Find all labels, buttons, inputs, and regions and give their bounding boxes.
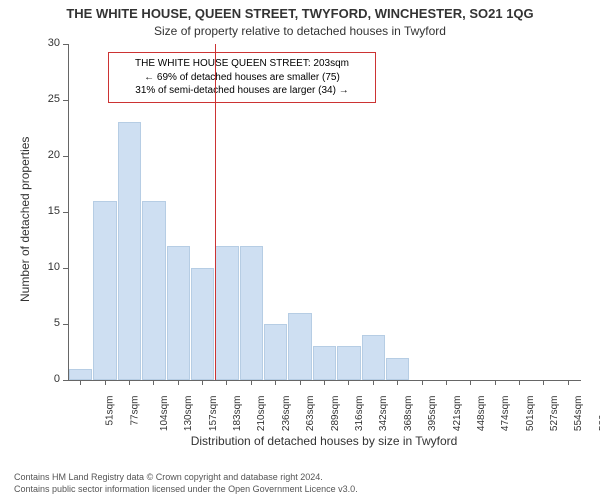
x-tick-label: 77sqm xyxy=(129,396,140,426)
footer-line-2: Contains public sector information licen… xyxy=(14,484,358,496)
histogram-bar xyxy=(337,346,360,380)
x-tick-label: 316sqm xyxy=(354,396,365,432)
y-tick-mark xyxy=(63,380,68,381)
x-tick-mark xyxy=(226,380,227,385)
x-tick-label: 368sqm xyxy=(403,396,414,432)
chart-container: { "title_main": "THE WHITE HOUSE, QUEEN … xyxy=(0,0,600,500)
x-tick-mark xyxy=(202,380,203,385)
x-tick-mark xyxy=(348,380,349,385)
histogram-bar xyxy=(142,201,165,380)
x-tick-mark xyxy=(422,380,423,385)
histogram-bar xyxy=(264,324,287,380)
x-tick-mark xyxy=(373,380,374,385)
histogram-bar xyxy=(288,313,311,380)
reference-line xyxy=(215,44,216,380)
histogram-bar xyxy=(215,246,238,380)
annotation-box: THE WHITE HOUSE QUEEN STREET: 203sqm ← 6… xyxy=(108,52,376,103)
x-tick-label: 51sqm xyxy=(105,396,116,426)
x-tick-mark xyxy=(543,380,544,385)
x-tick-mark xyxy=(519,380,520,385)
histogram-bar xyxy=(167,246,190,380)
x-tick-mark xyxy=(178,380,179,385)
chart-subtitle: Size of property relative to detached ho… xyxy=(0,24,600,38)
y-tick-mark xyxy=(63,156,68,157)
x-tick-mark xyxy=(495,380,496,385)
annotation-line: 31% of semi-detached houses are larger (… xyxy=(115,84,369,98)
x-tick-label: 289sqm xyxy=(330,396,341,432)
x-tick-mark xyxy=(80,380,81,385)
y-tick-mark xyxy=(63,268,68,269)
histogram-bar xyxy=(191,268,214,380)
x-tick-label: 236sqm xyxy=(281,396,292,432)
x-tick-label: 501sqm xyxy=(525,396,536,432)
y-tick-label: 15 xyxy=(36,205,60,217)
y-tick-label: 0 xyxy=(36,373,60,385)
y-tick-label: 10 xyxy=(36,261,60,273)
annotation-line: ← 69% of detached houses are smaller (75… xyxy=(115,71,369,85)
x-tick-mark xyxy=(275,380,276,385)
x-tick-label: 421sqm xyxy=(452,396,463,432)
y-tick-label: 20 xyxy=(36,149,60,161)
y-tick-mark xyxy=(63,324,68,325)
x-tick-label: 263sqm xyxy=(305,396,316,432)
x-tick-label: 183sqm xyxy=(232,396,243,432)
x-tick-label: 448sqm xyxy=(476,396,487,432)
histogram-bar xyxy=(313,346,336,380)
x-tick-label: 342sqm xyxy=(378,396,389,432)
chart-title: THE WHITE HOUSE, QUEEN STREET, TWYFORD, … xyxy=(0,6,600,21)
histogram-bar xyxy=(386,358,409,380)
x-tick-mark xyxy=(568,380,569,385)
y-tick-label: 5 xyxy=(36,317,60,329)
y-tick-mark xyxy=(63,212,68,213)
x-tick-mark xyxy=(300,380,301,385)
x-tick-mark xyxy=(397,380,398,385)
x-tick-mark xyxy=(446,380,447,385)
histogram-bar xyxy=(69,369,92,380)
x-axis-label: Distribution of detached houses by size … xyxy=(68,434,580,448)
y-tick-label: 25 xyxy=(36,93,60,105)
y-tick-label: 30 xyxy=(36,37,60,49)
x-tick-label: 527sqm xyxy=(549,396,560,432)
x-tick-mark xyxy=(153,380,154,385)
x-tick-mark xyxy=(251,380,252,385)
histogram-bar xyxy=(118,122,141,380)
x-tick-label: 474sqm xyxy=(500,396,511,432)
x-tick-label: 104sqm xyxy=(159,396,170,432)
x-tick-label: 554sqm xyxy=(574,396,585,432)
x-tick-mark xyxy=(105,380,106,385)
y-tick-mark xyxy=(63,100,68,101)
annotation-line: THE WHITE HOUSE QUEEN STREET: 203sqm xyxy=(115,57,369,71)
x-tick-label: 157sqm xyxy=(208,396,219,432)
x-tick-mark xyxy=(324,380,325,385)
y-tick-mark xyxy=(63,44,68,45)
histogram-bar xyxy=(93,201,116,380)
footer-line-1: Contains HM Land Registry data © Crown c… xyxy=(14,472,323,484)
x-tick-label: 130sqm xyxy=(183,396,194,432)
x-tick-mark xyxy=(470,380,471,385)
histogram-bar xyxy=(240,246,263,380)
x-tick-label: 210sqm xyxy=(257,396,268,432)
x-tick-mark xyxy=(129,380,130,385)
histogram-bar xyxy=(362,335,385,380)
x-tick-label: 395sqm xyxy=(427,396,438,432)
y-axis-label: Number of detached properties xyxy=(18,137,32,302)
